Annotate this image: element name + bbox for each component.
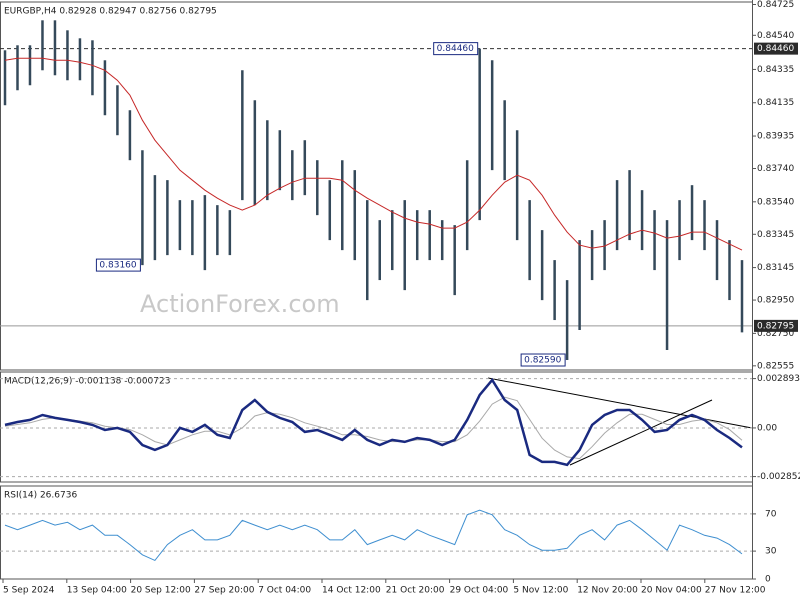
watermark: ActionForex.com bbox=[140, 290, 340, 318]
y-tick-label: 0.00 bbox=[757, 423, 777, 433]
panel-title: RSI(14) 26.6736 bbox=[4, 491, 77, 501]
x-tick-label: 14 Oct 12:00 bbox=[322, 586, 381, 596]
x-tick-label: 12 Nov 20:00 bbox=[577, 586, 638, 596]
annotation: 0.82590 bbox=[520, 353, 566, 367]
y-tick-label: 0.84540 bbox=[757, 31, 794, 41]
x-tick-label: 27 Nov 12:00 bbox=[705, 586, 766, 596]
x-tick-label: 21 Oct 20:00 bbox=[386, 586, 445, 596]
x-tick-label: 13 Sep 04:00 bbox=[67, 586, 127, 596]
annotation-box bbox=[95, 258, 141, 272]
macd-line bbox=[4, 396, 743, 460]
x-tick-label: 5 Nov 12:00 bbox=[513, 586, 568, 596]
panel-title: EURGBP,H4 0.82928 0.82947 0.82756 0.8279… bbox=[4, 7, 217, 17]
y-tick-label: 0.002893 bbox=[757, 374, 800, 384]
x-tick-label: 27 Sep 20:00 bbox=[194, 586, 254, 596]
x-tick-label: 5 Sep 2024 bbox=[3, 586, 55, 596]
annotation-box bbox=[433, 42, 479, 56]
x-tick-label: 20 Nov 04:00 bbox=[641, 586, 702, 596]
price-label: 0.82795 bbox=[757, 321, 794, 331]
y-tick-label: 30 bbox=[765, 547, 777, 557]
x-tick-label: 29 Oct 04:00 bbox=[450, 586, 509, 596]
y-tick-label: 0.83740 bbox=[757, 164, 794, 174]
annotation: 0.83160 bbox=[95, 258, 141, 272]
y-tick-label: 0.82950 bbox=[757, 296, 794, 306]
y-tick-label: 70 bbox=[765, 509, 777, 519]
x-tick-label: 7 Oct 04:00 bbox=[258, 586, 311, 596]
macd-line bbox=[4, 377, 743, 467]
annotation-box bbox=[520, 353, 566, 367]
y-tick-label: -0.002852 bbox=[757, 472, 800, 482]
price-label-box bbox=[754, 319, 798, 332]
moving-average bbox=[4, 57, 743, 251]
trend-line bbox=[569, 399, 713, 466]
annotation-label: 0.83160 bbox=[99, 261, 136, 271]
y-tick-label: 0.83145 bbox=[757, 263, 794, 273]
rsi-line bbox=[4, 509, 743, 562]
price-label: 0.84460 bbox=[757, 44, 794, 54]
y-tick-label: 0.83935 bbox=[757, 132, 794, 142]
y-tick-label: 0.83540 bbox=[757, 197, 794, 207]
y-tick-label: 0.84335 bbox=[757, 65, 794, 75]
annotation-label: 0.84460 bbox=[437, 44, 474, 54]
y-tick-label: 0.82555 bbox=[757, 361, 794, 371]
panel-title: MACD(12,26,9) -0.001138 -0.000723 bbox=[4, 377, 170, 387]
y-tick-label: 0.84135 bbox=[757, 98, 794, 108]
y-tick-label: 0.83345 bbox=[757, 230, 794, 240]
y-tick-label: 0.84725 bbox=[757, 0, 794, 10]
trend-line bbox=[487, 377, 753, 429]
y-tick-label: 0 bbox=[765, 575, 771, 585]
x-tick-label: 20 Sep 12:00 bbox=[131, 586, 191, 596]
y-tick-label: 0.82750 bbox=[757, 329, 794, 339]
annotation-label: 0.82590 bbox=[524, 356, 561, 366]
annotation: 0.84460 bbox=[433, 42, 479, 56]
price-label-box bbox=[754, 42, 798, 55]
